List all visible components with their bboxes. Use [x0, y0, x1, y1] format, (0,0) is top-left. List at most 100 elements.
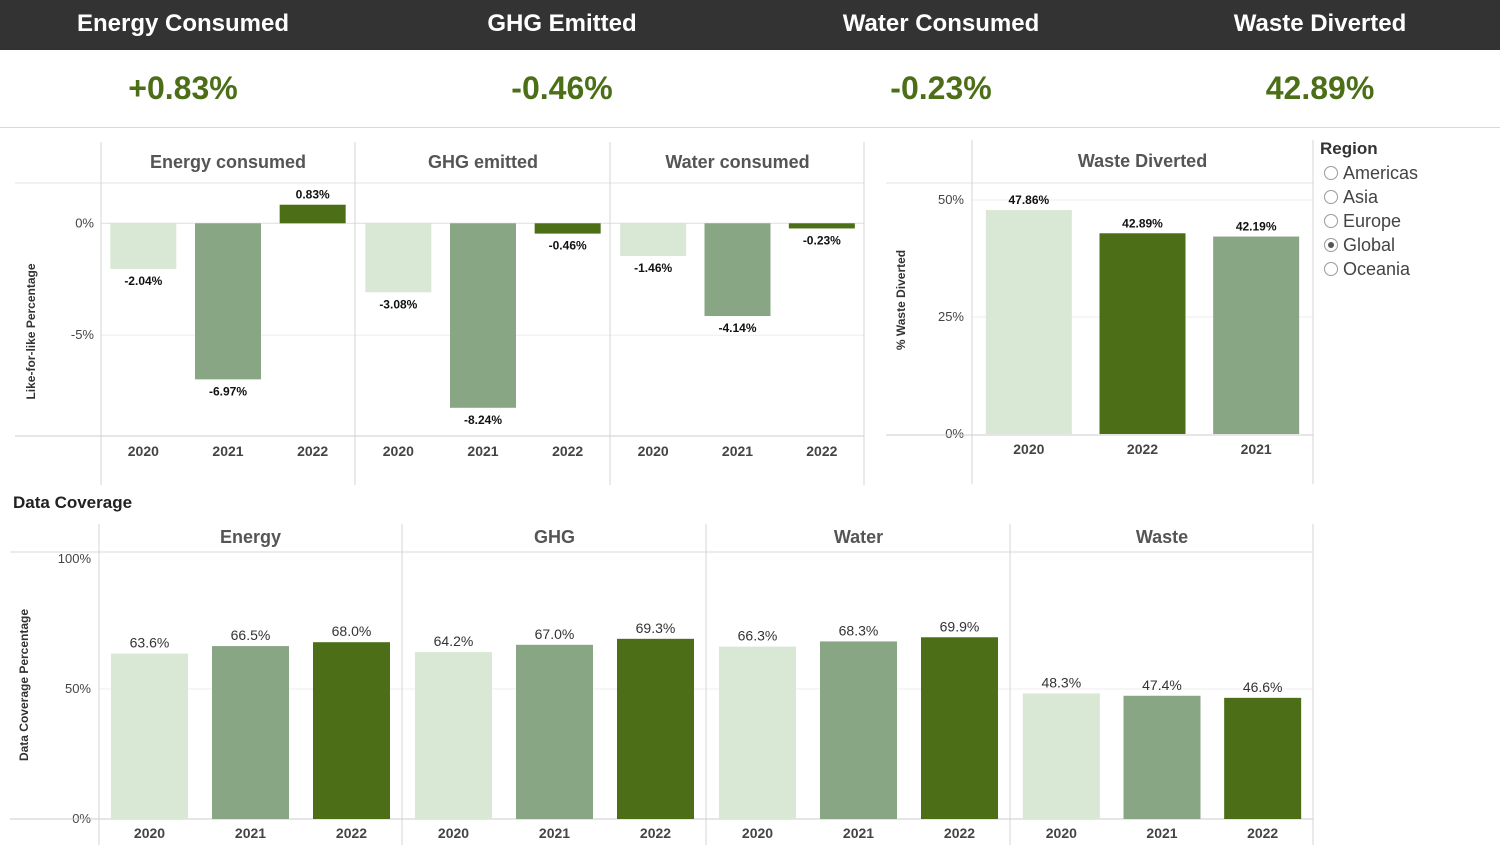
- radio-icon[interactable]: [1324, 214, 1338, 228]
- bar-2020: [620, 223, 687, 256]
- data-label: 68.0%: [332, 623, 372, 639]
- y-axis-title: % Waste Diverted: [894, 250, 908, 350]
- kpi-title-waste: Waste Diverted: [1233, 10, 1407, 37]
- data-label: 63.6%: [130, 635, 170, 651]
- data-label: 69.3%: [636, 620, 676, 636]
- data-label: -0.23%: [803, 233, 841, 247]
- data-label: 46.6%: [1243, 679, 1283, 695]
- region-filter-title: Region: [1320, 139, 1378, 158]
- y-tick-label: 0%: [75, 215, 94, 230]
- x-tick-label: 2022: [640, 825, 671, 841]
- x-tick-label: 2021: [212, 443, 243, 459]
- y-axis-title: Data Coverage Percentage: [17, 609, 31, 761]
- x-tick-label: 2020: [134, 825, 165, 841]
- x-tick-label: 2022: [1127, 441, 1158, 457]
- data-label: 64.2%: [434, 633, 474, 649]
- data-label: -2.04%: [124, 274, 162, 288]
- y-tick-label: 25%: [938, 309, 964, 324]
- kpi-value-energy: +0.83%: [128, 70, 238, 106]
- panel-title: Energy consumed: [150, 152, 306, 172]
- chart-title: Waste Diverted: [1078, 151, 1207, 171]
- bar-2022: [313, 642, 390, 819]
- x-tick-label: 2022: [336, 825, 367, 841]
- kpi-title-water: Water Consumed: [842, 10, 1040, 37]
- x-tick-label: 2021: [539, 825, 570, 841]
- region-option-label: Europe: [1343, 210, 1402, 231]
- x-tick-label: 2020: [128, 443, 159, 459]
- data-label: 66.3%: [738, 628, 778, 644]
- region-filter: Region Americas Asia Europe Global Oceania: [1320, 139, 1418, 281]
- panel-title: GHG emitted: [428, 152, 538, 172]
- data-coverage-title: Data Coverage: [13, 493, 133, 512]
- data-label: 47.86%: [1008, 193, 1049, 207]
- x-tick-label: 2021: [1241, 441, 1272, 457]
- y-tick-label: 50%: [938, 192, 964, 207]
- data-label: 69.9%: [940, 618, 980, 634]
- region-option-label: Americas: [1343, 162, 1419, 183]
- x-tick-label: 2020: [638, 443, 669, 459]
- bar-2021: [212, 646, 289, 819]
- data-label: 47.4%: [1142, 677, 1182, 693]
- region-option-label: Asia: [1343, 186, 1379, 207]
- bar-2021: [1213, 236, 1300, 434]
- x-tick-label: 2021: [843, 825, 874, 841]
- x-tick-label: 2022: [297, 443, 328, 459]
- bar-2020: [1022, 693, 1100, 819]
- bar-2021: [1123, 695, 1201, 819]
- region-option-global[interactable]: Global: [1320, 233, 1418, 257]
- data-label: -3.08%: [379, 297, 417, 311]
- y-tick-label: 100%: [58, 551, 92, 566]
- bar-2022: [921, 637, 998, 819]
- x-tick-label: 2020: [383, 443, 414, 459]
- data-label: -4.14%: [718, 321, 756, 335]
- region-option-americas[interactable]: Americas: [1320, 161, 1418, 185]
- data-label: 67.0%: [535, 626, 575, 642]
- kpi-title-ghg: GHG Emitted: [487, 10, 637, 37]
- bar-2022: [279, 204, 346, 224]
- region-option-asia[interactable]: Asia: [1320, 185, 1418, 209]
- bar-2020: [110, 223, 177, 269]
- bar-2020: [985, 210, 1072, 434]
- radio-icon[interactable]: [1324, 238, 1338, 252]
- bar-2020: [415, 652, 492, 819]
- radio-icon[interactable]: [1324, 166, 1338, 180]
- x-tick-label: 2021: [235, 825, 266, 841]
- x-tick-label: 2021: [722, 443, 753, 459]
- bar-2022: [617, 638, 694, 819]
- data-label: 0.83%: [296, 188, 330, 202]
- kpi-header-bar: [0, 0, 1500, 50]
- x-tick-label: 2020: [1046, 825, 1077, 841]
- x-tick-label: 2022: [806, 443, 837, 459]
- data-label: 48.3%: [1041, 674, 1081, 690]
- kpi-value-water: -0.23%: [890, 70, 992, 106]
- bar-2021: [820, 641, 897, 819]
- y-tick-label: -5%: [71, 327, 95, 342]
- radio-icon[interactable]: [1324, 190, 1338, 204]
- region-option-europe[interactable]: Europe: [1320, 209, 1418, 233]
- bar-2021: [516, 644, 593, 819]
- kpi-divider: [0, 127, 1500, 128]
- bar-2021: [704, 223, 771, 316]
- bar-2022: [1099, 233, 1186, 434]
- x-tick-label: 2021: [1146, 825, 1177, 841]
- panel-title: Waste: [1136, 527, 1188, 547]
- kpi-value-waste: 42.89%: [1265, 70, 1375, 106]
- x-tick-label: 2022: [1247, 825, 1278, 841]
- x-tick-label: 2021: [467, 443, 498, 459]
- y-tick-label: 50%: [65, 681, 91, 696]
- panel-title: Water consumed: [665, 152, 809, 172]
- data-label: -1.46%: [634, 261, 672, 275]
- data-label: -6.97%: [209, 384, 247, 398]
- data-label: 68.3%: [839, 622, 879, 638]
- kpi-title-energy: Energy Consumed: [76, 10, 290, 37]
- radio-icon[interactable]: [1324, 262, 1338, 276]
- region-option-oceania[interactable]: Oceania: [1320, 257, 1418, 281]
- y-axis-title: Like-for-like Percentage: [24, 263, 38, 399]
- region-option-label: Oceania: [1343, 258, 1411, 279]
- y-tick-label: 0%: [945, 426, 964, 441]
- region-options: Americas Asia Europe Global Oceania: [1320, 161, 1418, 281]
- bar-2022: [788, 223, 855, 229]
- bar-2020: [365, 223, 432, 293]
- region-option-label: Global: [1343, 234, 1396, 255]
- panel-title: Water: [834, 527, 883, 547]
